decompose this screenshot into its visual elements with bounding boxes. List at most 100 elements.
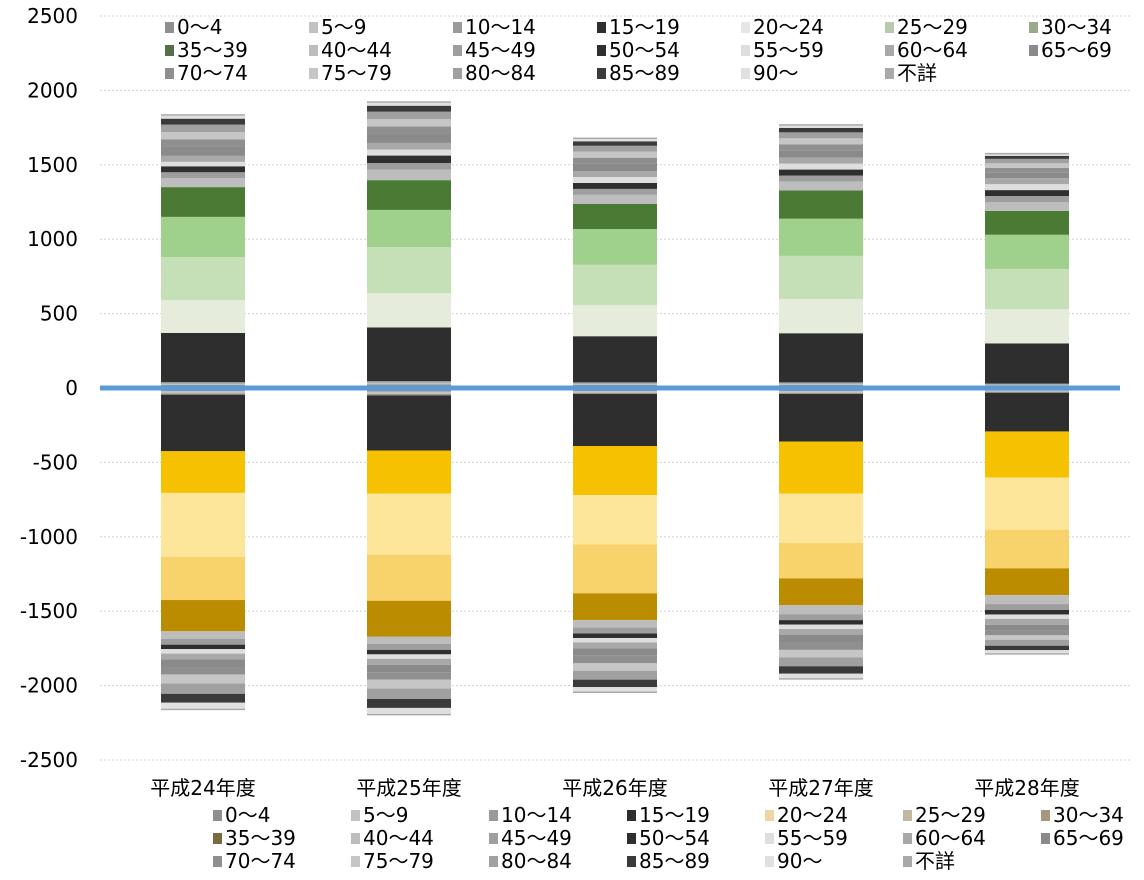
bar-segment-negative — [985, 639, 1069, 646]
bar-segment-positive — [779, 157, 863, 164]
bar-segment-positive — [985, 155, 1069, 159]
legend-item: 90～ — [765, 850, 903, 873]
bar-segment-positive — [985, 152, 1069, 155]
legend-swatch — [165, 68, 174, 79]
bar-segment-positive — [985, 154, 1069, 156]
bar-segment-positive — [161, 172, 245, 179]
legend-label: 35～39 — [177, 38, 248, 62]
y-tick-label: 500 — [40, 302, 78, 326]
bar-segment-negative — [985, 392, 1069, 432]
bar-segment-positive — [779, 132, 863, 139]
bar-segment-positive — [779, 150, 863, 158]
bar-segment-positive — [367, 149, 451, 156]
bar-segment-positive — [367, 102, 451, 106]
legend-item: 50～54 — [597, 39, 741, 62]
bar-segment-negative — [161, 644, 245, 650]
legend-label: 10～14 — [465, 15, 536, 39]
legend-label: 60～64 — [897, 38, 968, 62]
legend-swatch — [213, 810, 222, 821]
legend-swatch — [765, 856, 774, 867]
legend-swatch — [765, 810, 774, 821]
legend-swatch — [165, 22, 174, 33]
legend-label: 5～9 — [363, 803, 409, 827]
legend-swatch — [213, 856, 222, 867]
bar-segment-positive — [573, 151, 657, 158]
legend-swatch — [453, 68, 462, 79]
legend-item: 65～69 — [1029, 39, 1144, 62]
bar-segment-negative — [573, 642, 657, 649]
bar-segment-positive — [367, 142, 451, 150]
bar-segment-positive — [779, 127, 863, 133]
legend-label: 75～79 — [363, 849, 434, 873]
bar-segment-negative — [367, 713, 451, 716]
bar-segment-negative — [161, 683, 245, 694]
y-tick-label: -2000 — [20, 674, 78, 698]
bar-segment-positive — [367, 105, 451, 112]
legend-label: 90～ — [753, 61, 799, 85]
legend-item: 80～84 — [489, 850, 627, 873]
bar-segment-positive — [779, 382, 863, 384]
bar-segment-negative — [985, 635, 1069, 640]
bar-segment-negative — [985, 477, 1069, 530]
bar-segment-negative — [161, 649, 245, 654]
bar-segment-positive — [367, 101, 451, 103]
legend-item: 25～29 — [885, 16, 1029, 39]
y-tick-label: 0 — [65, 376, 78, 400]
legend-swatch — [489, 856, 498, 867]
bar-segment-positive — [985, 210, 1069, 235]
bar-segment-positive — [779, 144, 863, 151]
bar-segment-negative — [985, 529, 1069, 569]
bar-segment-negative — [779, 605, 863, 615]
bar-segment-positive — [161, 300, 245, 333]
legend-item: 65～69 — [1041, 827, 1144, 850]
bar-segment-negative — [779, 441, 863, 494]
bar-segment-negative — [779, 393, 863, 442]
legend-label: 40～44 — [363, 826, 434, 850]
legend-item: 85～89 — [627, 850, 765, 873]
bar-segment-positive — [161, 383, 245, 386]
bar-segment-negative — [161, 492, 245, 557]
bar-segment-negative — [161, 600, 245, 632]
legend-item: 10～14 — [453, 16, 597, 39]
bar-segment-negative — [985, 390, 1069, 392]
bar-segment-positive — [573, 264, 657, 305]
bar-segment-positive — [985, 167, 1069, 173]
legend-label: 45～49 — [501, 826, 572, 850]
bar-segment-positive — [161, 216, 245, 258]
bar-segment-negative — [985, 595, 1069, 605]
legend-label: 0～4 — [225, 803, 271, 827]
bar-segment-positive — [573, 304, 657, 337]
legend-swatch — [741, 45, 750, 56]
bar-segment-negative — [573, 392, 657, 394]
bar-segment-negative — [367, 654, 451, 659]
bar-segment-negative — [573, 544, 657, 594]
x-category-label: 平成27年度 — [768, 776, 873, 800]
bar-segment-negative — [985, 604, 1069, 611]
bar-segment-negative — [161, 631, 245, 639]
legend-item: 85～89 — [597, 62, 741, 85]
bar-segment-positive — [779, 125, 863, 128]
bar-segment-negative — [367, 600, 451, 637]
legend-item: 0～4 — [213, 804, 351, 827]
bar-segment-negative — [985, 653, 1069, 655]
legend-swatch — [885, 68, 894, 79]
bar-segment-negative — [573, 637, 657, 643]
bar-segment-positive — [161, 166, 245, 173]
bar-segment-negative — [573, 679, 657, 688]
bar-segment-negative — [161, 390, 245, 394]
bar-segment-positive — [161, 257, 245, 301]
legend-label: 20～24 — [777, 803, 848, 827]
bar-segment-negative — [367, 698, 451, 708]
bar-segment-negative — [161, 659, 245, 667]
bar-segment-positive — [779, 124, 863, 126]
legend-label: 不詳 — [897, 61, 937, 85]
y-tick-label: -1500 — [20, 599, 78, 623]
bar-segment-negative — [367, 554, 451, 601]
bar-segment-negative — [779, 578, 863, 606]
bar-segment-negative — [161, 638, 245, 645]
bar-segment-positive — [367, 382, 451, 385]
bar-segment-positive — [985, 309, 1069, 344]
legend-item: 不詳 — [903, 850, 1041, 873]
legend-swatch — [1041, 833, 1050, 844]
